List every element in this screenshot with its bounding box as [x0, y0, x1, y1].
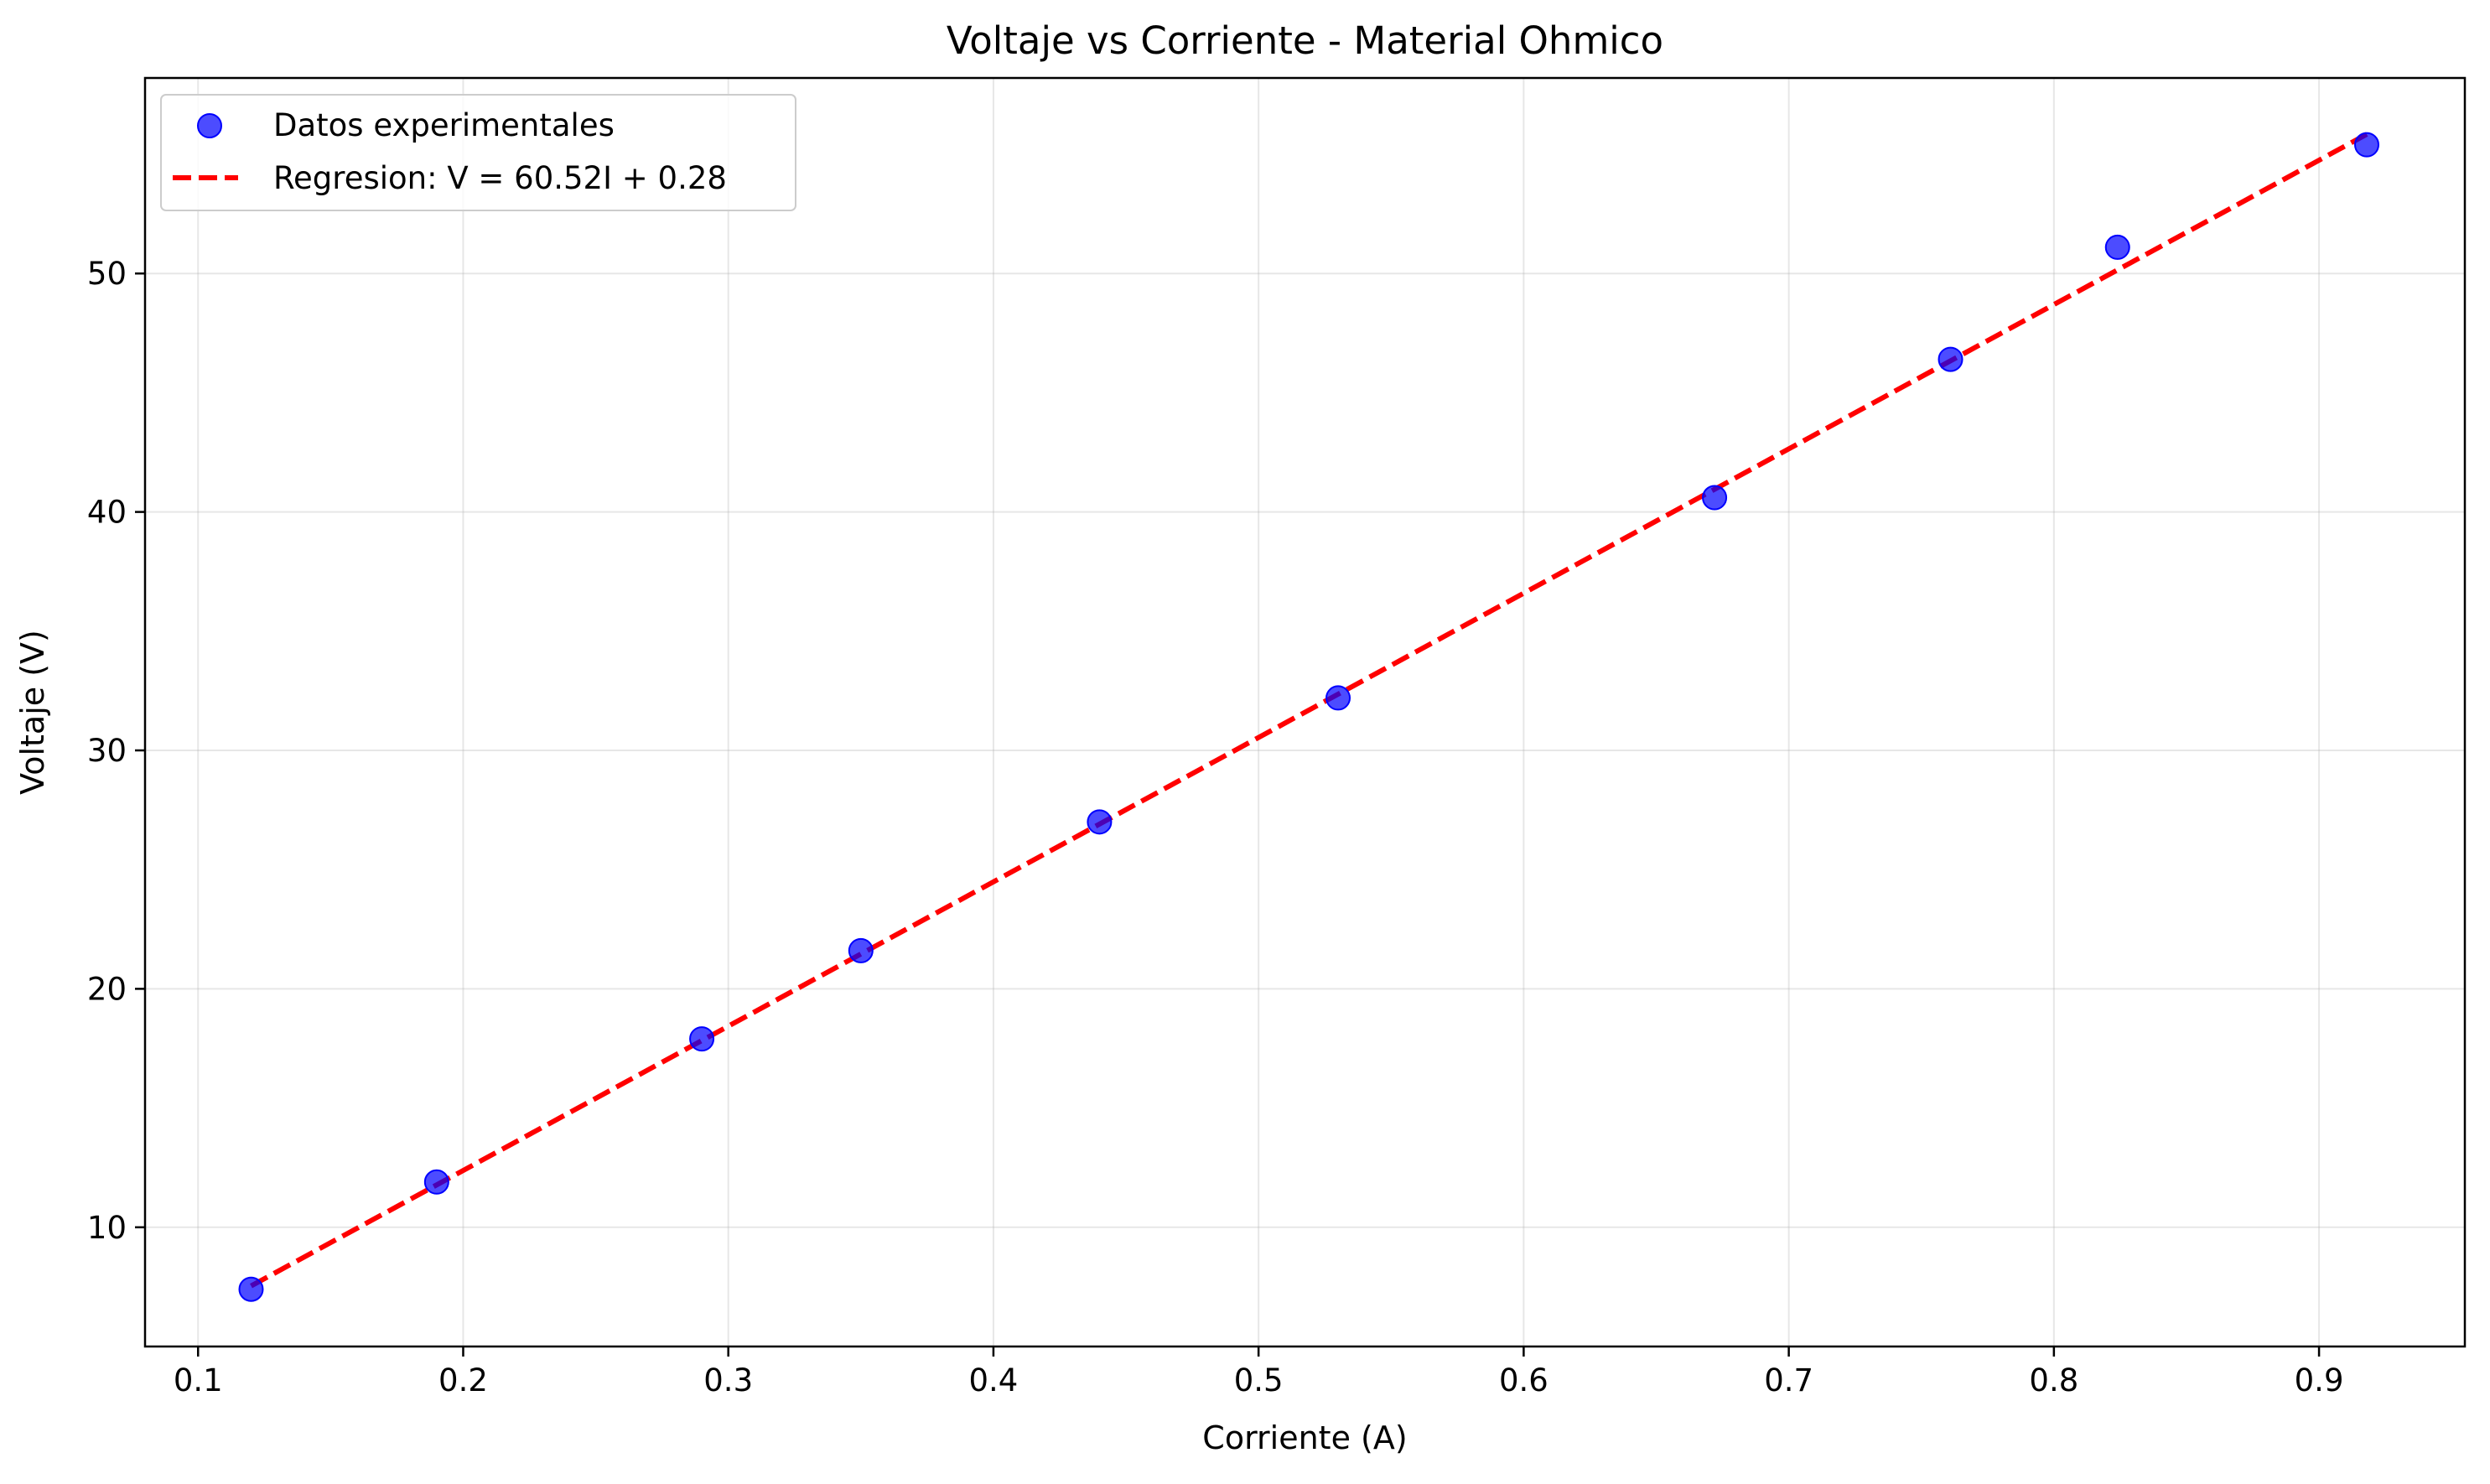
x-tick-label-2: 0.3 — [703, 1362, 753, 1398]
grid-lines — [145, 78, 2465, 1346]
data-point-1 — [423, 1169, 449, 1195]
legend: Datos experimentales Regresion: V = 60.5… — [160, 94, 796, 211]
regression-line — [250, 132, 2368, 1289]
x-tick-label-5: 0.6 — [1499, 1362, 1548, 1398]
data-point-6 — [1702, 485, 1728, 511]
legend-label-regresion: Regresion: V = 60.52I + 0.28 — [273, 160, 727, 196]
data-point-5 — [1325, 685, 1351, 711]
y-tick-label-2: 30 — [87, 733, 127, 769]
data-point-4 — [1087, 809, 1113, 835]
x-axis-label: Corriente (A) — [1202, 1419, 1407, 1456]
y-axis-label: Voltaje (V) — [14, 630, 51, 795]
legend-box — [160, 94, 796, 211]
y-tick-label-0: 10 — [87, 1210, 127, 1246]
x-tick-label-3: 0.4 — [969, 1362, 1019, 1398]
data-points-layer — [238, 132, 2379, 1302]
x-tick-label-0: 0.1 — [174, 1362, 223, 1398]
x-tick-label-7: 0.8 — [2029, 1362, 2078, 1398]
y-tick-label-1: 20 — [87, 971, 127, 1007]
x-axis-ticks: 0.1 0.2 0.3 0.4 0.5 0.6 0.7 0.8 0.9 — [174, 1346, 2344, 1398]
data-point-7 — [1938, 346, 1963, 372]
y-tick-label-4: 50 — [87, 256, 127, 292]
regression-line-layer — [250, 132, 2368, 1289]
data-point-9 — [2353, 132, 2379, 158]
data-point-3 — [848, 937, 874, 963]
y-axis-ticks: 10 20 30 40 50 — [87, 256, 145, 1246]
legend-marker-datos-experimentales — [197, 113, 222, 138]
chart-title: Voltaje vs Corriente - Material Ohmico — [947, 18, 1663, 63]
data-point-8 — [2104, 234, 2130, 260]
plot-frame — [143, 76, 2467, 1348]
y-tick-label-3: 40 — [87, 495, 127, 531]
x-tick-label-8: 0.9 — [2295, 1362, 2344, 1398]
data-point-0 — [238, 1276, 264, 1302]
data-point-2 — [689, 1026, 715, 1052]
x-tick-label-4: 0.5 — [1234, 1362, 1284, 1398]
legend-label-datos-experimentales: Datos experimentales — [273, 107, 615, 143]
x-tick-label-6: 0.7 — [1764, 1362, 1813, 1398]
x-tick-label-1: 0.2 — [438, 1362, 488, 1398]
